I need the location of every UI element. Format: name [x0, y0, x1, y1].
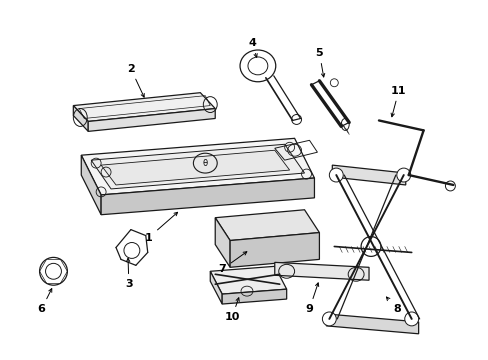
Text: 8: 8: [386, 297, 400, 314]
Polygon shape: [215, 210, 319, 240]
Text: 2: 2: [127, 64, 144, 97]
Text: 11: 11: [390, 86, 406, 117]
Polygon shape: [88, 109, 215, 131]
Polygon shape: [81, 155, 101, 215]
Polygon shape: [73, 93, 215, 121]
Text: 6: 6: [38, 289, 52, 314]
Text: 5: 5: [315, 48, 324, 77]
Polygon shape: [332, 165, 405, 185]
Text: 3: 3: [125, 258, 132, 289]
Ellipse shape: [396, 168, 410, 182]
Polygon shape: [91, 144, 304, 189]
Polygon shape: [73, 105, 88, 131]
Text: θ: θ: [203, 159, 207, 168]
Text: 10: 10: [224, 298, 239, 322]
Text: 1: 1: [144, 212, 177, 243]
Polygon shape: [274, 262, 368, 280]
Text: 9: 9: [305, 283, 318, 314]
Text: 4: 4: [247, 38, 257, 57]
Polygon shape: [215, 218, 230, 267]
Ellipse shape: [404, 312, 418, 326]
Polygon shape: [325, 314, 418, 334]
Polygon shape: [210, 271, 222, 304]
Polygon shape: [101, 178, 314, 215]
Polygon shape: [81, 138, 314, 195]
Polygon shape: [101, 150, 289, 185]
Ellipse shape: [322, 312, 336, 326]
Ellipse shape: [328, 168, 343, 182]
Polygon shape: [222, 289, 286, 304]
Polygon shape: [230, 233, 319, 267]
Text: 7: 7: [218, 252, 246, 274]
Polygon shape: [210, 266, 286, 294]
